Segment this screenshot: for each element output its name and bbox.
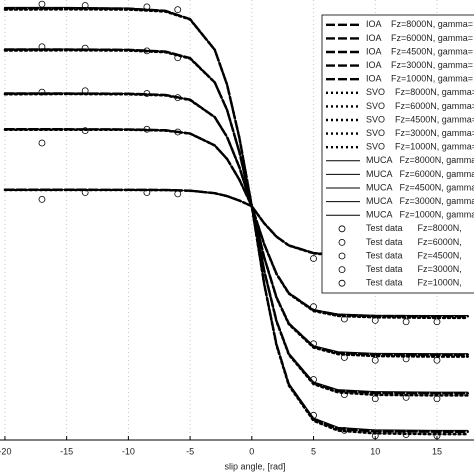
legend: IOA Fz=8000N, gamma= IOA Fz=6000N, gamma=…	[321, 14, 474, 294]
data-point	[371, 316, 379, 324]
legend-label: MUCA Fz=6000N, gamma=	[366, 169, 474, 179]
data-point	[310, 411, 317, 419]
data-point	[371, 395, 379, 403]
legend-label: IOA Fz=3000N, gamma=	[366, 60, 473, 70]
legend-label: IOA Fz=6000N, gamma=	[366, 33, 473, 43]
data-point	[143, 125, 151, 133]
data-point	[310, 255, 317, 262]
data-point	[38, 88, 46, 96]
x-tick-label: -10	[122, 446, 135, 456]
data-point	[38, 0, 46, 8]
legend-label: IOA Fz=8000N, gamma=	[366, 19, 473, 29]
legend-label: MUCA Fz=1000N, gamma=	[366, 210, 474, 220]
x-tick-label: -20	[0, 446, 11, 456]
data-point	[38, 139, 46, 147]
data-point	[174, 54, 182, 62]
data-point	[340, 354, 348, 361]
legend-label: SVO Fz=3000N, gamma=	[366, 128, 474, 138]
legend-marker	[338, 225, 346, 233]
legend-label: SVO Fz=4500N, gamma=	[366, 114, 474, 124]
data-point	[371, 356, 379, 364]
data-point	[81, 2, 89, 9]
data-point	[38, 43, 46, 51]
data-point	[402, 355, 410, 363]
legend-label: Test data Fz=8000N,	[366, 223, 462, 233]
data-point	[174, 94, 182, 102]
x-axis-label: slip angle, [rad]	[224, 461, 285, 471]
legend-label: MUCA Fz=3000N, gamma=	[366, 196, 474, 206]
legend-marker	[338, 238, 346, 246]
data-point	[340, 426, 348, 434]
data-point	[433, 395, 441, 403]
x-tick-label: 10	[370, 446, 380, 456]
data-point	[402, 431, 410, 438]
data-point	[174, 190, 182, 198]
data-point	[38, 195, 46, 203]
x-tick-label: 0	[249, 446, 254, 456]
data-point	[143, 90, 151, 97]
data-point	[402, 393, 410, 401]
legend-label: MUCA Fz=8000N, gamma=	[366, 155, 474, 165]
data-point	[402, 318, 410, 326]
data-point	[81, 127, 89, 135]
data-point	[81, 87, 89, 95]
legend-label: SVO Fz=1000N, gamma=	[366, 142, 474, 152]
data-point	[174, 128, 182, 136]
data-point	[143, 189, 151, 196]
legend-label: Test data Fz=4500N,	[366, 250, 462, 260]
data-point	[143, 3, 151, 11]
x-tick-label: -15	[60, 446, 73, 456]
legend-label: MUCA Fz=4500N, gamma=	[366, 182, 474, 192]
data-point	[310, 340, 317, 348]
data-point	[433, 356, 441, 364]
legend-box	[321, 14, 474, 294]
legend-label: SVO Fz=8000N, gamma=	[366, 87, 474, 97]
legend-label: Test data Fz=6000N,	[366, 237, 462, 247]
data-point	[310, 376, 317, 383]
legend-label: IOA Fz=1000N, gamma=	[366, 74, 473, 84]
legend-marker	[338, 266, 346, 274]
data-point	[371, 432, 379, 440]
data-point	[81, 44, 89, 52]
data-point	[433, 318, 441, 326]
x-tick-label: 15	[432, 446, 442, 456]
legend-label: Test data Fz=1000N,	[366, 278, 462, 288]
data-point	[340, 391, 348, 399]
data-point	[143, 47, 151, 55]
data-point	[310, 303, 317, 311]
data-point	[433, 432, 441, 440]
legend-label: IOA Fz=4500N, gamma=	[366, 46, 473, 56]
legend-label: SVO Fz=6000N, gamma=	[366, 101, 474, 111]
legend-marker	[338, 279, 346, 287]
data-point	[81, 189, 89, 196]
x-tick-label: 5	[311, 446, 316, 456]
data-point	[174, 6, 182, 14]
legend-marker	[338, 252, 346, 260]
x-tick-label: -5	[186, 446, 194, 456]
data-point	[340, 315, 348, 323]
legend-label: Test data Fz=3000N,	[366, 264, 462, 274]
